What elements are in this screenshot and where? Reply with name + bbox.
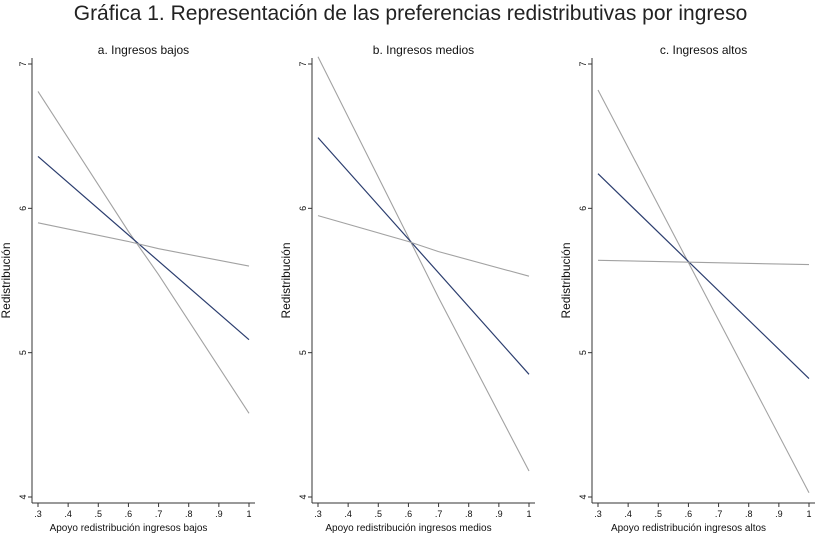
- series-line-superior: [597, 89, 810, 493]
- x-tick-label: 1: [526, 509, 531, 519]
- y-tick-label: 5: [578, 350, 588, 355]
- x-axis-label: Apoyo redistribución ingresos altos: [611, 523, 766, 534]
- series-line-superior: [317, 56, 530, 472]
- x-tick-label: .9: [495, 509, 503, 519]
- x-tick-label: .3: [34, 509, 42, 519]
- x-tick-label: .5: [375, 509, 383, 519]
- x-tick-label: .8: [465, 509, 473, 519]
- x-tick-label: .5: [95, 509, 103, 519]
- series-line-inferior: [317, 215, 530, 277]
- x-tick-label: .9: [775, 509, 783, 519]
- series-line-inferior: [597, 259, 810, 266]
- panel-title: a. Ingresos bajos: [98, 43, 189, 57]
- y-tick-label: 7: [18, 61, 28, 66]
- y-tick-label: 6: [578, 206, 588, 211]
- y-axis-label: Redistribución: [0, 242, 13, 318]
- y-tick-label: 6: [298, 206, 308, 211]
- y-axis-label: Redistribución: [279, 242, 293, 318]
- y-tick-label: 5: [18, 350, 28, 355]
- x-tick-label: .8: [185, 509, 193, 519]
- x-tick-label: .7: [715, 509, 723, 519]
- x-tick-label: .8: [745, 509, 753, 519]
- series-line-superior: [37, 91, 250, 414]
- x-tick-label: .5: [655, 509, 663, 519]
- series-line-inferior: [37, 222, 250, 267]
- x-tick-label: .7: [435, 509, 443, 519]
- y-tick-label: 5: [298, 350, 308, 355]
- x-axis-label: Apoyo redistribución ingresos medios: [325, 523, 491, 534]
- x-tick-label: .9: [215, 509, 223, 519]
- x-tick-label: 1: [246, 509, 251, 519]
- x-tick-label: .4: [344, 509, 352, 519]
- y-tick-label: 4: [298, 494, 308, 499]
- y-tick-label: 4: [578, 494, 588, 499]
- x-tick-label: .3: [594, 509, 602, 519]
- chart-title: Gráfica 1. Representación de las prefere…: [73, 2, 748, 25]
- y-tick-label: 7: [298, 61, 308, 66]
- x-tick-label: 1: [806, 509, 811, 519]
- series-line-media: [37, 155, 250, 341]
- x-tick-label: .4: [64, 509, 72, 519]
- series-line-media: [597, 173, 810, 380]
- panel-title: b. Ingresos medios: [373, 43, 474, 57]
- x-tick-label: .7: [155, 509, 163, 519]
- panel-title: c. Ingresos altos: [660, 43, 747, 57]
- x-axis-label: Apoyo redistribución ingresos bajos: [50, 523, 208, 534]
- x-tick-label: .3: [314, 509, 322, 519]
- y-tick-label: 4: [18, 494, 28, 499]
- y-axis-label: Redistribución: [559, 242, 573, 318]
- x-tick-label: .6: [125, 509, 133, 519]
- y-tick-label: 6: [18, 206, 28, 211]
- y-tick-label: 7: [578, 61, 588, 66]
- series-line-media: [317, 137, 530, 375]
- x-tick-label: .6: [405, 509, 413, 519]
- x-tick-label: .6: [685, 509, 693, 519]
- x-tick-label: .4: [624, 509, 632, 519]
